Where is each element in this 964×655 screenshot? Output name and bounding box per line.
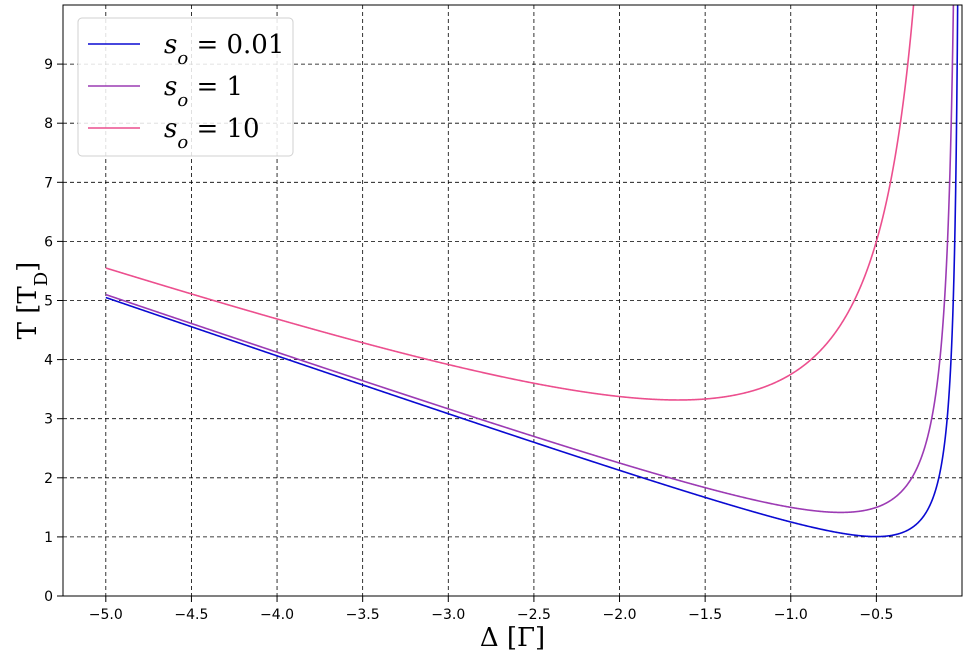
- x-tick-label: −0.5: [859, 607, 893, 623]
- x-tick-label: −1.5: [688, 607, 722, 623]
- x-tick-label: −3.0: [431, 607, 465, 623]
- x-tick-label: −4.0: [260, 607, 294, 623]
- y-tick-label: 0: [44, 589, 53, 605]
- y-tick-label: 6: [44, 234, 53, 250]
- y-tick-label: 1: [44, 530, 53, 546]
- series-line: [105, 5, 915, 401]
- y-tick-label: 2: [44, 471, 53, 487]
- ticks: −5.0 −4.5 −4.0 −3.5 −3.0 −2.5 −2.0 −1.5 −1.0 −0.5…: [44, 57, 893, 623]
- y-tick-label: 8: [44, 116, 53, 132]
- legend-entry: so = 10: [164, 114, 260, 153]
- x-tick-label: −4.5: [174, 607, 208, 623]
- y-axis-title: T [TD]: [13, 262, 52, 340]
- legend-box: [77, 17, 294, 157]
- x-axis-title: Δ [Γ]: [480, 623, 545, 653]
- series-line: [105, 5, 955, 514]
- y-axis-title-sub: D: [31, 272, 52, 286]
- y-tick-label: 3: [44, 412, 53, 428]
- series-line: [105, 5, 959, 538]
- y-tick-label: 5: [44, 294, 53, 310]
- y-tick-label: 4: [44, 353, 53, 369]
- legend-entry: so = 0.01: [164, 30, 284, 69]
- x-tick-label: −3.5: [346, 607, 380, 623]
- y-axis-title-main: T [T: [13, 286, 43, 340]
- x-tick-label: −2.5: [517, 607, 551, 623]
- x-tick-label: −5.0: [89, 607, 123, 623]
- y-tick-label: 7: [44, 175, 53, 191]
- x-tick-label: −2.0: [603, 607, 637, 623]
- legend-entry: so = 1: [164, 72, 243, 111]
- x-tick-label: −1.0: [774, 607, 808, 623]
- series-layer: [105, 5, 959, 538]
- y-axis-title-close: ]: [13, 262, 43, 272]
- y-tick-label: 9: [44, 57, 53, 73]
